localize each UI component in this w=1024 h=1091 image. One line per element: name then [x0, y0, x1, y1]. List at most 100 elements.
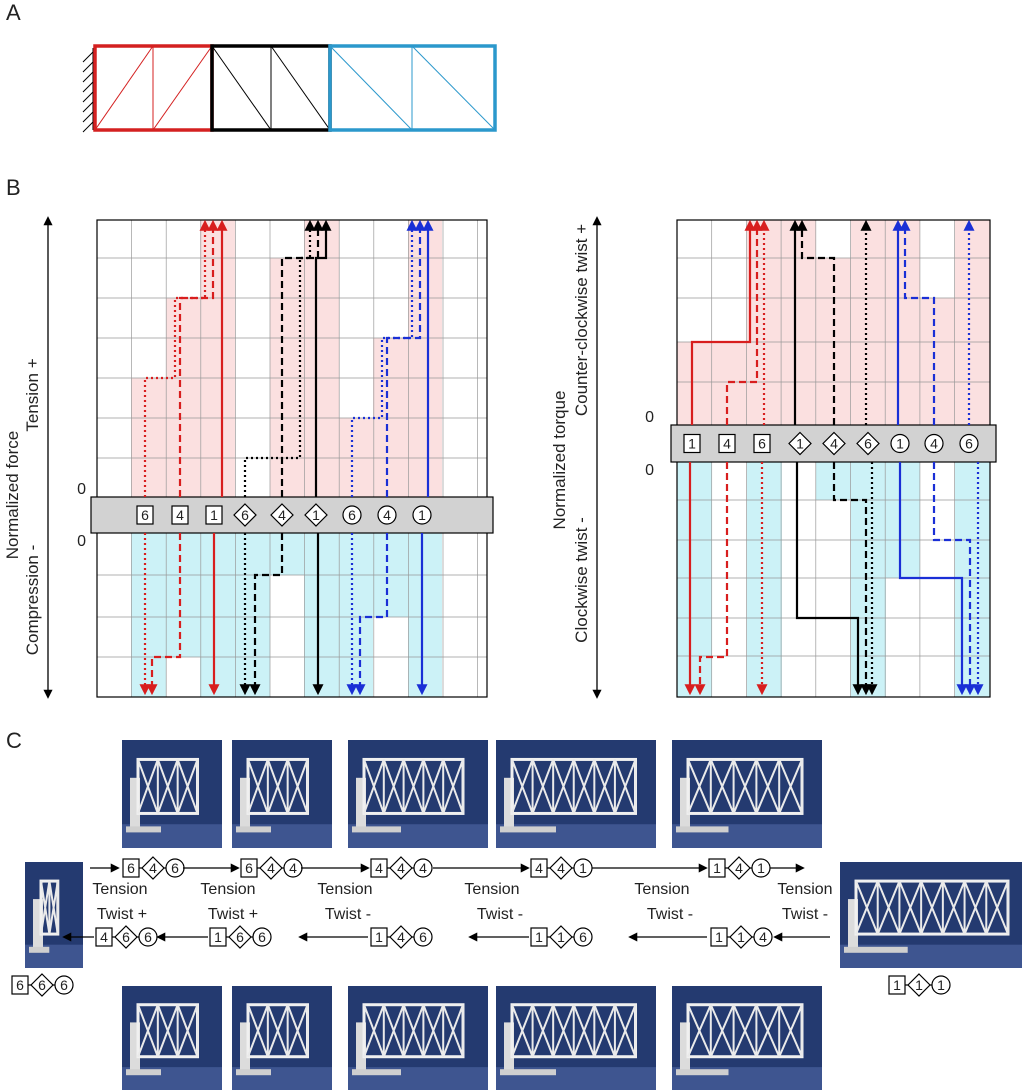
- symbol-label: 1: [915, 977, 923, 993]
- stand: [240, 1022, 250, 1075]
- symbol-label: 1: [893, 977, 901, 993]
- diamond: [233, 503, 257, 527]
- axis-title: Normalized torque: [550, 391, 569, 530]
- symbol-label: 6: [122, 929, 130, 945]
- stand-base: [676, 826, 729, 833]
- stand: [504, 1022, 514, 1075]
- lattice-cell: [137, 759, 159, 814]
- square: [171, 505, 189, 525]
- stand-base: [500, 1069, 556, 1076]
- state-symbol: 4: [389, 856, 413, 880]
- lattice-cell: [778, 1004, 803, 1058]
- symbol-label: 4: [176, 507, 184, 523]
- force-path: [314, 219, 332, 497]
- stand: [680, 777, 690, 832]
- state-symbol: 4: [727, 856, 751, 880]
- stand-base: [126, 826, 161, 833]
- lattice-cell: [855, 880, 879, 935]
- action-label: Tension: [92, 881, 147, 898]
- force-path: [146, 533, 182, 696]
- lattice-cell: [593, 1004, 616, 1058]
- square: [11, 975, 29, 995]
- zero-label: 0: [645, 409, 654, 426]
- lattice-cell: [363, 1004, 385, 1058]
- stand-base: [352, 826, 401, 833]
- symbol-label: 4: [419, 860, 427, 876]
- lattice-cell: [876, 880, 901, 935]
- diamond: [228, 925, 252, 949]
- lattice-cell: [442, 1004, 464, 1058]
- symbol-label: 4: [830, 436, 838, 452]
- symbol-label: 6: [171, 860, 179, 876]
- force-path: [143, 219, 211, 497]
- state-symbol: 1: [931, 975, 951, 995]
- stand-base: [676, 1069, 729, 1076]
- state-symbol: 4: [95, 927, 113, 947]
- stand: [240, 777, 250, 832]
- lattice-cell: [48, 880, 59, 935]
- photo: [25, 862, 83, 968]
- action-label: Twist -: [647, 906, 693, 923]
- symbol-label: 1: [557, 929, 565, 945]
- compression-shade: [339, 533, 442, 697]
- lattice-cell: [247, 1004, 269, 1058]
- action-label: Twist +: [208, 906, 258, 923]
- state-symbol: 1: [205, 505, 223, 525]
- diamond: [270, 503, 294, 527]
- force-path: [354, 533, 389, 696]
- symbol-label: 6: [16, 977, 24, 993]
- action-label: Tension: [317, 881, 372, 898]
- state-symbol: 4: [389, 925, 413, 949]
- circle: [342, 505, 362, 525]
- compression-shade: [677, 462, 712, 697]
- lattice-cell: [709, 1004, 735, 1058]
- state-symbol: 4: [270, 503, 294, 527]
- state-symbol: 1: [530, 927, 548, 947]
- truss: [82, 44, 497, 133]
- state-symbol: 6: [30, 973, 54, 997]
- circle: [412, 505, 432, 525]
- symbol-label: 1: [757, 860, 765, 876]
- force-path: [725, 219, 763, 425]
- compression-shade: [131, 533, 166, 697]
- state-symbol: 1: [304, 503, 328, 527]
- symbol-label: 4: [397, 929, 405, 945]
- state-symbol: 4: [549, 856, 573, 880]
- compression-shade: [955, 462, 990, 697]
- action-label: Twist -: [325, 906, 371, 923]
- compression-shade: [166, 533, 200, 657]
- state-symbol: 6: [11, 975, 29, 995]
- square: [888, 975, 906, 995]
- lattice-cell: [402, 759, 425, 814]
- negative-label: Clockwise twist -: [572, 517, 591, 643]
- lattice-cell: [382, 1004, 405, 1058]
- state-symbol: 4: [530, 858, 548, 878]
- state-symbol: 1: [710, 927, 728, 947]
- square: [370, 858, 388, 878]
- tension-shade: [851, 220, 886, 425]
- state-symbol: 1: [907, 973, 931, 997]
- symbol-label: 4: [100, 929, 108, 945]
- state-symbol: 1: [412, 505, 432, 525]
- lattice-cell: [382, 759, 405, 814]
- lattice-cell: [687, 1004, 712, 1058]
- tension-shade: [886, 220, 955, 425]
- symbol-label: 6: [144, 929, 152, 945]
- force-path: [249, 533, 284, 696]
- lattice-cell: [247, 759, 269, 814]
- state-symbol: 4: [718, 433, 736, 454]
- stand-base: [126, 1069, 161, 1076]
- symbol-label: 4: [375, 860, 383, 876]
- square: [530, 858, 548, 878]
- symbol-label: 1: [796, 436, 804, 452]
- lattice-cell: [613, 759, 637, 814]
- lattice-cell: [941, 880, 966, 935]
- state-symbol: 6: [240, 858, 258, 878]
- symbol-label: 4: [723, 436, 731, 452]
- symbol-label: 4: [759, 929, 767, 945]
- state-symbol: 4: [377, 505, 397, 525]
- photo: [232, 740, 332, 848]
